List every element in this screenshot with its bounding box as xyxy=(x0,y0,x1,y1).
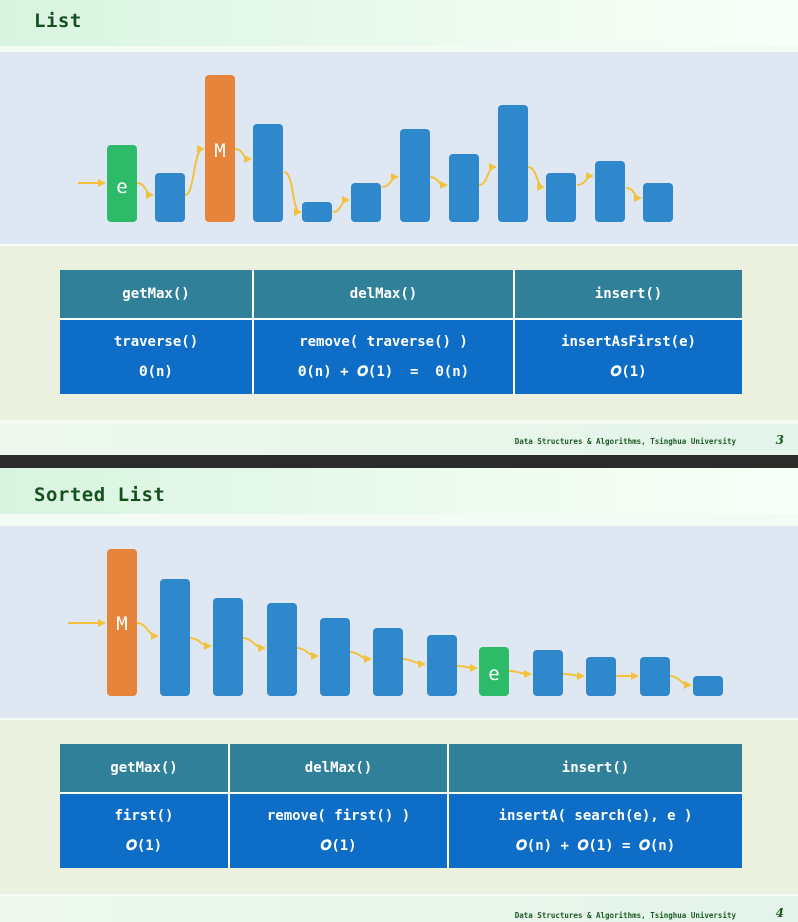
connector xyxy=(402,658,426,668)
max-element-node xyxy=(205,75,235,222)
list-node xyxy=(586,657,616,696)
page-number: 3 xyxy=(775,433,784,447)
footer-text: Data Structures & Algorithms, Tsinghua U… xyxy=(514,911,736,920)
cell-getmax: first() 𝑶(1) xyxy=(60,792,230,868)
cell-op: insertAsFirst(e) xyxy=(561,334,696,350)
new-element-label: e xyxy=(488,663,499,685)
connector xyxy=(508,669,532,678)
connector xyxy=(429,176,448,189)
cell-getmax: traverse() Θ(n) xyxy=(60,318,254,394)
header-insert: insert() xyxy=(447,744,742,794)
header-getmax: getMax() xyxy=(60,270,254,320)
cell-cost: 𝑶(1) xyxy=(125,838,163,854)
connector xyxy=(562,671,585,680)
list-node xyxy=(498,105,528,222)
list-node xyxy=(449,154,479,222)
connector xyxy=(234,148,252,163)
footer-strip xyxy=(0,896,798,922)
connector xyxy=(296,647,319,660)
cell-op: first() xyxy=(114,808,174,824)
list-node xyxy=(213,598,243,696)
page-number: 4 xyxy=(775,906,784,920)
list-node xyxy=(302,202,332,222)
list-node xyxy=(320,618,350,696)
slide-title: List xyxy=(34,10,82,32)
connector xyxy=(332,196,350,213)
title-bar xyxy=(0,468,798,514)
list-node xyxy=(351,183,381,222)
complexity-table: getMax() delMax() insert() first() 𝑶(1) … xyxy=(60,744,742,868)
list-node xyxy=(160,579,190,696)
list-node xyxy=(546,173,576,222)
connector xyxy=(456,663,478,672)
complexity-table: getMax() delMax() insert() traverse() Θ(… xyxy=(60,270,742,394)
connector xyxy=(669,675,692,689)
connector xyxy=(136,182,154,199)
cell-cost: 𝑶(1) xyxy=(320,838,357,854)
connector xyxy=(283,171,302,216)
new-element-label: e xyxy=(116,176,127,198)
cell-cost: 𝑶(n) + 𝑶(1) = 𝑶(n) xyxy=(515,838,676,854)
list-node xyxy=(155,173,185,222)
new-element-node xyxy=(479,647,509,696)
list-node xyxy=(595,161,625,222)
list-node xyxy=(400,129,430,222)
connector xyxy=(349,651,372,663)
connector xyxy=(478,163,497,186)
cell-op: insertA( search(e), e ) xyxy=(498,808,693,824)
title-bar xyxy=(0,0,798,46)
sorted-list-diagram: M e xyxy=(68,549,723,696)
connector xyxy=(527,166,545,191)
list-node xyxy=(373,628,403,696)
connector xyxy=(381,173,399,188)
header-insert: insert() xyxy=(513,270,742,320)
list-node xyxy=(533,650,563,696)
cell-delmax: remove( first() ) 𝑶(1) xyxy=(228,792,449,868)
list-node xyxy=(267,603,297,696)
connector xyxy=(242,637,266,652)
header-delmax: delMax() xyxy=(252,270,515,320)
new-element-node xyxy=(107,145,137,222)
list-node xyxy=(643,183,673,222)
max-element-node xyxy=(107,549,137,696)
cell-cost: Θ(n) xyxy=(139,364,173,380)
cell-op: traverse() xyxy=(113,334,199,350)
list-diagram: e M xyxy=(78,75,673,222)
cell-delmax: remove( traverse() ) Θ(n) + 𝑶(1) = Θ(n) xyxy=(252,318,515,394)
cell-insert: insertA( search(e), e ) 𝑶(n) + 𝑶(1) = 𝑶(… xyxy=(447,792,742,868)
cell-insert: insertAsFirst(e) 𝑶(1) xyxy=(513,318,742,394)
max-element-label: M xyxy=(214,140,225,162)
header-getmax: getMax() xyxy=(60,744,230,794)
header-delmax: delMax() xyxy=(228,744,449,794)
connector xyxy=(189,637,212,650)
slide-sorted-list: Sorted List xyxy=(0,468,798,922)
connector xyxy=(136,622,159,640)
list-node xyxy=(253,124,283,222)
footer-strip xyxy=(0,424,798,455)
connector xyxy=(625,187,642,202)
list-node xyxy=(693,676,723,696)
slide-separator xyxy=(0,455,798,468)
max-element-label: M xyxy=(116,613,127,635)
list-node xyxy=(640,657,670,696)
slide-title: Sorted List xyxy=(34,484,166,506)
connector xyxy=(184,145,205,196)
cell-op: remove( traverse() ) xyxy=(299,334,468,350)
cell-op: remove( first() ) xyxy=(266,808,411,824)
slide-list: List xyxy=(0,0,798,455)
cell-cost: 𝑶(1) xyxy=(610,364,647,380)
footer-text: Data Structures & Algorithms, Tsinghua U… xyxy=(514,437,736,446)
cell-cost: Θ(n) + 𝑶(1) = Θ(n) xyxy=(297,364,470,380)
list-node xyxy=(427,635,457,696)
connector xyxy=(576,172,594,186)
